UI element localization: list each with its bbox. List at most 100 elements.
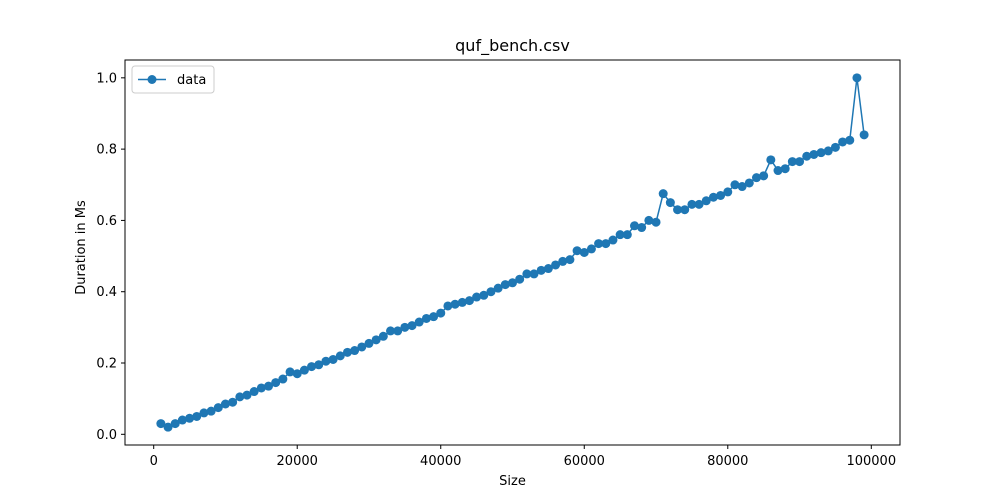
- data-point: [185, 413, 195, 423]
- data-point: [242, 390, 252, 400]
- y-tick-label: 0.8: [96, 143, 117, 158]
- y-tick-label: 1.0: [96, 71, 117, 86]
- data-point: [859, 130, 869, 140]
- data-point: [572, 246, 582, 256]
- data-point: [629, 221, 639, 231]
- data-point: [350, 346, 360, 356]
- data-point: [515, 274, 525, 284]
- data-point: [708, 192, 718, 202]
- data-point: [795, 157, 805, 167]
- data-point: [407, 321, 417, 331]
- data-point: [493, 283, 503, 293]
- data-point: [551, 260, 561, 270]
- data-point: [759, 171, 769, 181]
- x-tick-label: 40000: [420, 454, 461, 469]
- data-point: [536, 265, 546, 275]
- data-point: [206, 406, 216, 416]
- data-point: [328, 354, 338, 364]
- data-point: [386, 326, 396, 336]
- data-point: [608, 235, 618, 245]
- x-tick-label: 80000: [707, 454, 748, 469]
- data-point: [579, 248, 589, 257]
- data-point: [342, 347, 352, 357]
- data-point: [256, 383, 266, 393]
- data-point: [651, 217, 661, 227]
- data-point: [177, 415, 187, 425]
- data-point: [845, 135, 855, 145]
- data-point: [780, 164, 790, 174]
- data-point: [665, 198, 675, 208]
- data-point: [357, 342, 367, 352]
- data-point: [235, 392, 245, 402]
- data-point: [271, 378, 281, 388]
- data-point: [751, 173, 761, 183]
- data-point: [558, 256, 568, 266]
- y-axis-ticks: 0.0 0.2 0.4 0.6 0.8 1.0: [96, 71, 125, 443]
- data-point: [508, 278, 517, 288]
- data-point: [299, 365, 309, 375]
- data-point: [830, 142, 840, 152]
- data-point: [371, 335, 381, 345]
- data-point: [644, 215, 654, 225]
- data-point: [601, 239, 611, 249]
- legend-box: [131, 65, 215, 94]
- plot-area: [124, 59, 901, 446]
- y-axis-label: Duration in Ms: [74, 200, 89, 295]
- data-point: [170, 419, 180, 429]
- data-point: [766, 155, 776, 165]
- data-point: [716, 190, 726, 200]
- legend: data: [131, 65, 215, 94]
- data-point: [838, 137, 848, 147]
- data-point: [421, 313, 431, 323]
- data-point: [486, 287, 496, 297]
- data-point: [457, 297, 467, 307]
- data-point: [163, 422, 173, 432]
- data-point: [400, 322, 410, 332]
- data-point: [701, 196, 711, 206]
- data-point: [292, 369, 302, 379]
- data-point: [364, 338, 374, 348]
- data-point: [673, 205, 683, 215]
- x-axis-ticks: 0 20000 40000 60000 80000 100000: [150, 445, 896, 469]
- data-point: [637, 223, 647, 233]
- data-point: [156, 419, 166, 429]
- data-point: [450, 299, 460, 309]
- data-point: [192, 411, 202, 421]
- data-point: [594, 239, 604, 249]
- plot-frame: [124, 59, 901, 446]
- data-point: [500, 280, 510, 290]
- data-point: [809, 149, 819, 159]
- data-point: [852, 73, 862, 83]
- series-layer: [156, 73, 869, 432]
- y-tick-label: 0.4: [96, 285, 117, 300]
- data-point: [436, 308, 446, 318]
- data-point: [737, 182, 747, 192]
- y-tick-label: 0.6: [96, 214, 117, 229]
- data-point: [199, 408, 209, 418]
- data-point: [816, 148, 826, 158]
- x-tick-label: 100000: [846, 454, 896, 469]
- data-point: [744, 178, 754, 188]
- data-point: [529, 269, 539, 279]
- data-point: [802, 151, 812, 161]
- data-point: [823, 146, 833, 156]
- data-point: [335, 351, 345, 361]
- data-point: [687, 199, 697, 209]
- data-point: [658, 189, 668, 199]
- data-point: [414, 317, 424, 327]
- data-point: [220, 399, 230, 409]
- data-point: [307, 362, 317, 372]
- data-point: [321, 356, 331, 366]
- data-point: [586, 244, 596, 254]
- data-point: [622, 230, 632, 240]
- data-point: [314, 360, 324, 370]
- data-point: [773, 166, 783, 176]
- data-point: [249, 387, 259, 397]
- y-tick-label: 0.0: [96, 428, 117, 443]
- data-point: [787, 157, 797, 167]
- data-point: [378, 331, 388, 341]
- x-tick-label: 60000: [564, 454, 605, 469]
- data-point: [443, 301, 453, 311]
- chart-title: quf_bench.csv: [455, 36, 570, 56]
